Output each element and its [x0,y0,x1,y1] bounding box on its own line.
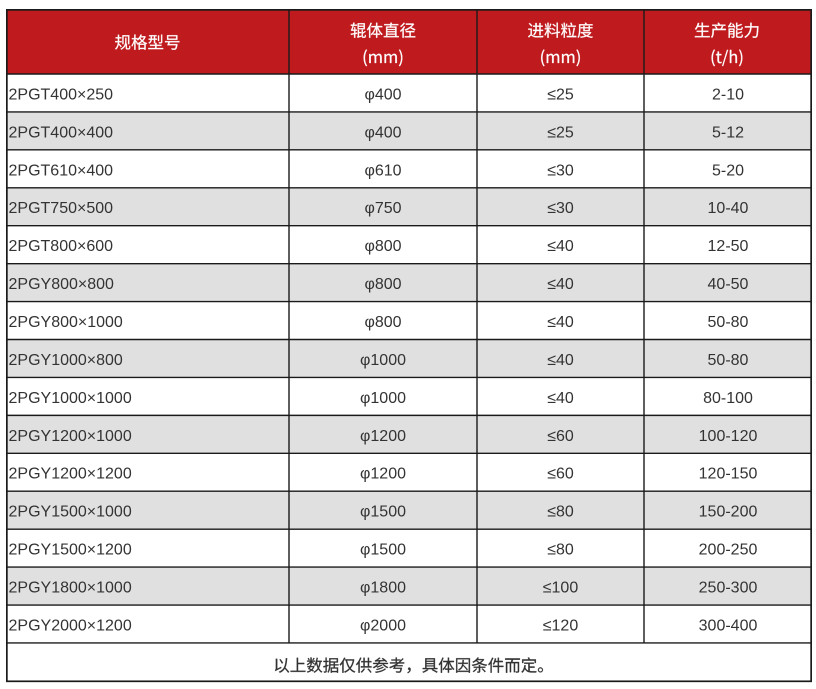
svg-text:2PGY1200×1000: 2PGY1200×1000 [9,428,132,445]
svg-text:≤40: ≤40 [547,314,574,331]
svg-text:φ1200: φ1200 [360,466,406,483]
svg-text:φ1200: φ1200 [360,428,406,445]
svg-text:φ800: φ800 [364,314,401,331]
svg-text:5-20: 5-20 [712,162,744,179]
svg-text:2PGY2000×1200: 2PGY2000×1200 [9,617,132,634]
svg-text:φ1800: φ1800 [360,580,406,597]
svg-text:10-40: 10-40 [708,200,749,217]
svg-text:φ400: φ400 [364,86,401,103]
svg-text:φ1000: φ1000 [360,390,406,407]
svg-text:φ800: φ800 [364,276,401,293]
svg-text:φ800: φ800 [364,238,401,255]
svg-text:2PGY1200×1200: 2PGY1200×1200 [9,466,132,483]
svg-text:2PGY1500×1200: 2PGY1500×1200 [9,542,132,559]
svg-text:300-400: 300-400 [699,617,758,634]
svg-text:≤120: ≤120 [543,617,579,634]
svg-text:2PGY800×800: 2PGY800×800 [9,276,115,293]
svg-text:2-10: 2-10 [712,86,744,103]
svg-text:≤40: ≤40 [547,276,574,293]
svg-text:120-150: 120-150 [699,466,758,483]
svg-text:50-80: 50-80 [708,314,749,331]
svg-text:≤25: ≤25 [547,86,574,103]
svg-text:φ750: φ750 [364,200,401,217]
svg-text:150-200: 150-200 [699,504,758,521]
svg-text:5-12: 5-12 [712,124,744,141]
svg-text:12-50: 12-50 [708,238,749,255]
svg-text:≤80: ≤80 [547,504,574,521]
svg-text:250-300: 250-300 [699,580,758,597]
svg-text:80-100: 80-100 [703,390,753,407]
svg-text:φ1500: φ1500 [360,542,406,559]
svg-text:≤25: ≤25 [547,124,574,141]
svg-text:≤80: ≤80 [547,542,574,559]
svg-text:2PGT400×250: 2PGT400×250 [9,86,114,103]
svg-text:2PGY1000×800: 2PGY1000×800 [9,352,123,369]
svg-text:≤40: ≤40 [547,238,574,255]
svg-text:2PGT750×500: 2PGT750×500 [9,200,114,217]
svg-text:≤40: ≤40 [547,390,574,407]
svg-text:φ1000: φ1000 [360,352,406,369]
svg-text:φ2000: φ2000 [360,617,406,634]
svg-text:≤60: ≤60 [547,466,574,483]
svg-text:2PGY800×1000: 2PGY800×1000 [9,314,123,331]
svg-text:≤60: ≤60 [547,428,574,445]
svg-text:50-80: 50-80 [708,352,749,369]
svg-text:≤30: ≤30 [547,200,574,217]
svg-text:≤30: ≤30 [547,162,574,179]
svg-text:φ400: φ400 [364,124,401,141]
svg-text:2PGY1000×1000: 2PGY1000×1000 [9,390,132,407]
svg-text:100-120: 100-120 [699,428,758,445]
svg-text:40-50: 40-50 [708,276,749,293]
svg-text:2PGY1500×1000: 2PGY1500×1000 [9,504,132,521]
svg-text:2PGT400×400: 2PGT400×400 [9,124,114,141]
svg-text:φ610: φ610 [364,162,401,179]
svg-text:2PGY1800×1000: 2PGY1800×1000 [9,580,132,597]
svg-text:≤40: ≤40 [547,352,574,369]
svg-text:200-250: 200-250 [699,542,758,559]
svg-text:φ1500: φ1500 [360,504,406,521]
svg-text:≤100: ≤100 [543,580,579,597]
svg-text:2PGT800×600: 2PGT800×600 [9,238,114,255]
svg-text:2PGT610×400: 2PGT610×400 [9,162,114,179]
